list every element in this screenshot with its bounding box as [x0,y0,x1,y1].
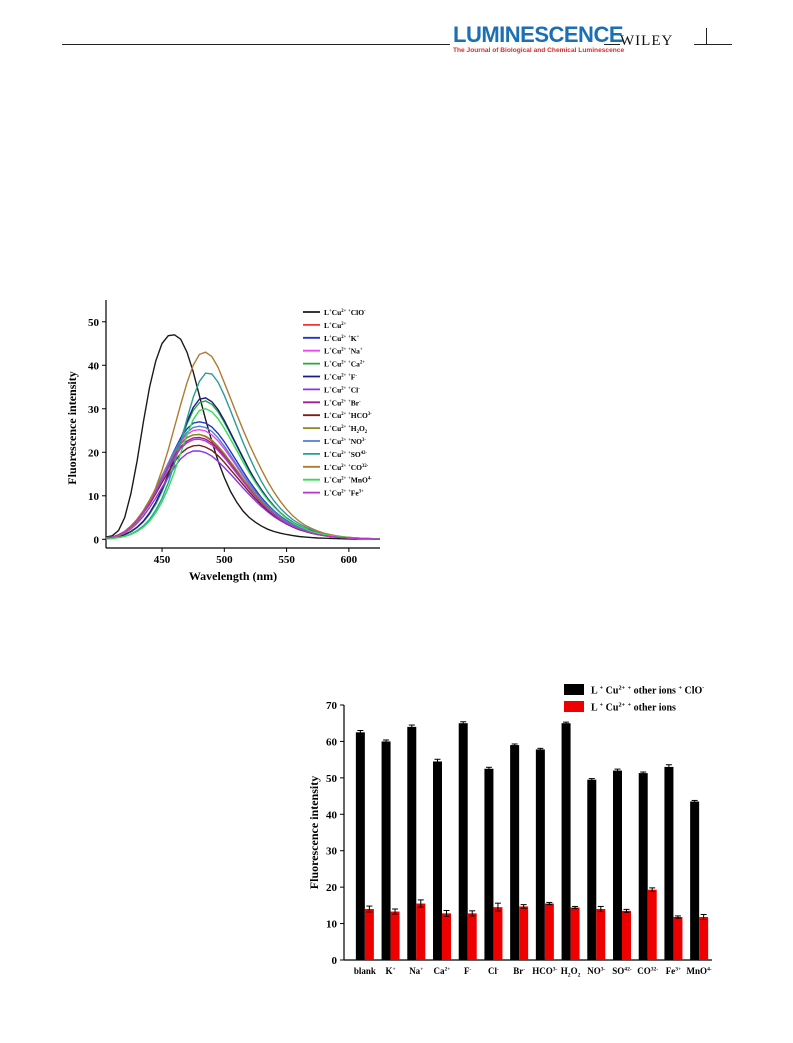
bar [638,773,648,960]
category-label: HCO3- [532,966,557,976]
bar [535,749,545,960]
category-label: Br- [513,966,525,976]
bar [493,907,503,960]
header-rule-middle [604,44,620,45]
bar [613,770,622,960]
legend-label: L+Cu2+ +H2O2 [324,424,368,435]
legend-label: L+Cu2+ [324,321,347,330]
y-tick-label: 40 [326,809,338,821]
y-tick-label: 20 [326,882,338,894]
bar [587,779,597,960]
bar [690,801,700,960]
x-tick-label: 500 [216,554,233,566]
bar [647,889,657,960]
legend-label: L+Cu2+ +Ca2+ [324,360,365,369]
legend-swatch [564,684,584,695]
legend-label: L+Cu2+ +K+ [324,334,360,343]
category-label: blank [354,966,376,976]
category-label: Fe3+ [666,966,681,976]
legend-swatch [564,701,584,712]
category-label: CO32- [637,966,658,976]
x-tick-label: 600 [341,554,358,566]
legend-label: L+Cu2+ +SO42- [324,450,367,459]
legend-label: L+Cu2+ +F- [324,373,357,382]
bar [442,913,451,960]
bar [390,911,400,960]
header-rule-left [62,44,450,45]
y-tick-label: 50 [88,317,100,329]
y-axis-title: Fluorescence intensity [65,371,79,484]
y-tick-label: 40 [88,360,100,372]
y-tick-label: 0 [332,955,338,967]
bar-legend: L + Cu2+ + other ions + ClO- L + Cu2+ + o… [564,684,704,714]
series-line [105,351,381,540]
bar [364,909,374,960]
bar [699,917,709,960]
journal-subtitle: The Journal of Biological and Chemical L… [453,47,625,54]
category-label: MnO4- [687,966,712,976]
series-line [105,438,381,540]
y-tick-label: 20 [88,447,100,459]
legend-label: L+Cu2+ +Cl- [324,385,360,394]
y-tick-label: 60 [326,736,338,748]
legend-label: L+Cu2+ +HCO3- [324,411,372,420]
legend-label: L+Cu2+ +ClO- [324,308,366,317]
bar [355,732,365,960]
y-tick-label: 10 [326,919,338,931]
y-axis-title: Fluorescence intensity [307,776,321,889]
bar [561,723,571,960]
legend-label: L+Cu2+ +Fe3+ [324,489,364,498]
y-tick-label: 50 [326,773,338,785]
bar [407,726,417,960]
bar [381,741,391,960]
bar [510,745,520,960]
bar [484,768,494,960]
spectra-legend: L+Cu2+ +ClO- L+Cu2+ L+Cu2+ +K+ L+Cu2+ +Na+ L… [303,308,372,498]
bar [544,903,554,960]
legend-label: L + Cu2+ + other ions + ClO- [591,685,704,697]
header-rule-right [694,44,732,45]
x-axis-title: Wavelength (nm) [189,569,277,583]
legend-label: L+Cu2+ +Na+ [324,347,363,356]
legend-label: L + Cu2+ + other ions [591,702,676,714]
bar [570,907,580,960]
y-tick-label: 30 [326,846,338,858]
bar [596,909,606,960]
bar [458,723,468,960]
interference-bar-chart: 0 10 20 30 40 50 60 70 Fluorescence intensity bla… [307,684,712,978]
legend-label: L+Cu2+ +MnO4- [324,476,372,485]
publisher-name: WILEY [620,33,674,49]
bar [467,913,477,960]
x-tick-label: 450 [154,554,171,566]
y-tick-label: 30 [88,404,100,416]
legend-label: L+Cu2+ +Br- [324,398,361,407]
y-tick-label: 70 [326,700,338,712]
category-label: Cl- [488,966,499,976]
y-tick-label: 0 [94,534,100,546]
category-label: Ca2+ [434,966,451,976]
journal-name: LUMINESCENCE [453,22,624,47]
y-tick-label: 10 [88,491,100,503]
journal-logo: LUMINESCENCE The Journal of Biological a… [453,24,624,55]
x-tick-label: 550 [278,554,295,566]
bar [519,906,529,960]
bar [664,766,674,960]
bar [416,903,426,960]
bar [673,917,683,960]
category-label: K+ [385,966,395,976]
category-label: SO42- [612,966,632,976]
page-number-divider [706,28,707,44]
spectra-plot-group: 450 500 550 600 0 10 20 30 40 50 Wavelength (nm) Fl… [65,300,381,583]
legend-label: L+Cu2+ +CO32- [324,463,369,472]
bar [433,761,442,960]
legend-label: L+Cu2+ +NO3- [324,437,366,446]
category-label: F- [464,966,472,976]
category-label: Na+ [409,966,423,976]
category-label: H2O2 [561,966,581,978]
series-line [105,334,381,540]
category-label: NO3- [587,966,605,976]
bar [622,910,631,960]
